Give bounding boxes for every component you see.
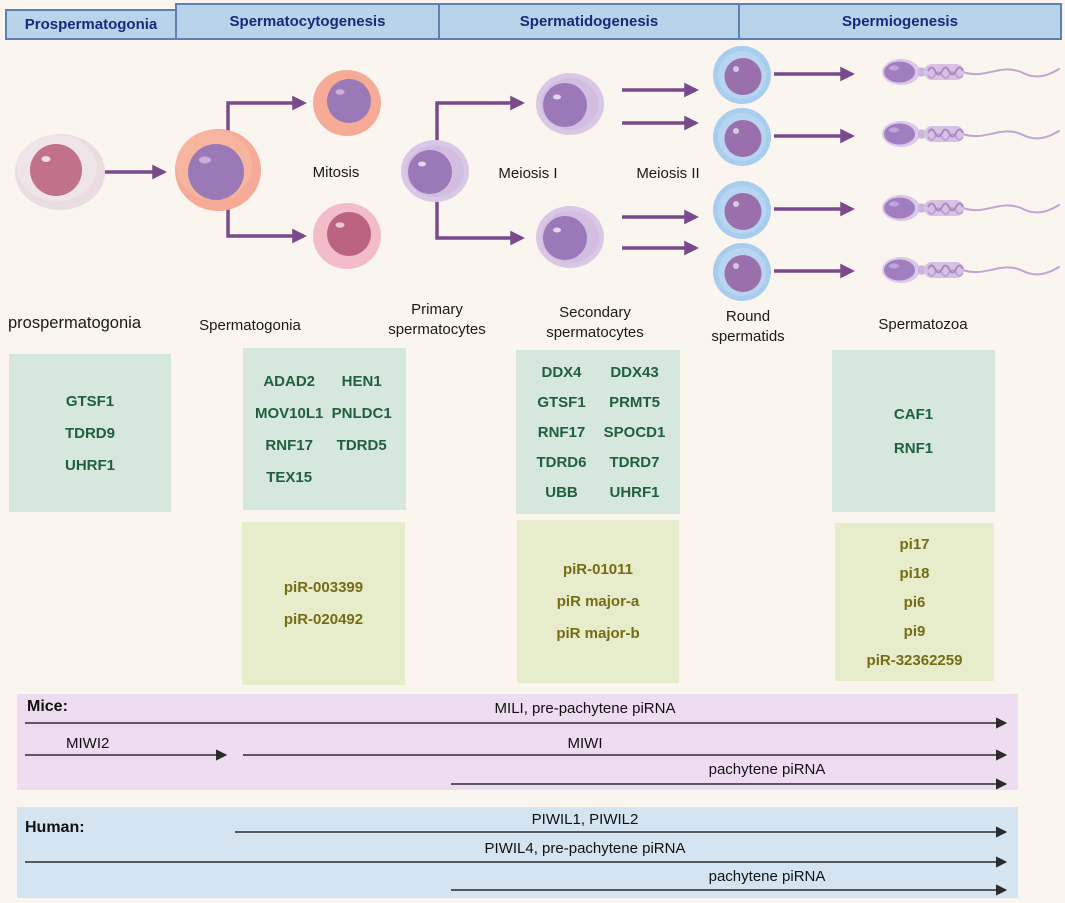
gene-item: CAF1 xyxy=(893,405,934,423)
gene-item: RNF1 xyxy=(893,439,934,457)
label-secondary-line2: spermatocytes xyxy=(546,323,644,341)
label-round-line2: spermatids xyxy=(711,327,785,345)
gene-item: UHRF1 xyxy=(609,483,660,501)
label-spermatozoa: Spermatozoa xyxy=(853,315,993,335)
gene-item: TDRD6 xyxy=(536,453,587,471)
miwi-track-label: MIWI xyxy=(567,735,603,752)
label-spermatogonia-text: Spermatogonia xyxy=(199,317,301,334)
label-primary-line2: spermatocytes xyxy=(388,320,486,338)
primary-spermatocyte-cell xyxy=(401,140,469,202)
pirna-item: piR major-b xyxy=(556,625,640,642)
gene-item: MOV10L1 xyxy=(255,404,324,422)
gene-item: RNF17 xyxy=(265,436,313,454)
sperm-cell-2 xyxy=(881,120,1060,148)
gene-item: TDRD9 xyxy=(64,424,115,442)
human-timeline-panel: Human: PIWIL1, PIWIL2 PIWIL4, pre-pachyt… xyxy=(17,807,1018,898)
stage-header-spermatocytogenesis: Spermatocytogenesis xyxy=(175,3,440,40)
gene-item: DDX4 xyxy=(541,363,582,381)
mice-pachytene-track-label: pachytene piRNA xyxy=(708,761,826,778)
sperm-cell-3 xyxy=(881,194,1060,222)
gene-item: PNLDC1 xyxy=(331,404,392,422)
piwil4-track-label: PIWIL4, pre-pachytene piRNA xyxy=(484,840,686,857)
gene-item: UHRF1 xyxy=(64,456,115,474)
gene-item: RNF17 xyxy=(537,423,586,441)
round-spermatid-3 xyxy=(713,181,771,239)
mitosis-label: Mitosis xyxy=(312,164,360,181)
pirna-box-spermatozoa: pi17 pi18 pi6 pi9 piR-32362259 xyxy=(835,523,994,681)
gene-item: TDRD5 xyxy=(336,436,387,454)
pirna-item: piR-32362259 xyxy=(866,651,963,669)
gene-box-prospermatogonia: GTSF1 TDRD9 UHRF1 xyxy=(9,354,171,512)
stage-header-spermatidogenesis: Spermatidogenesis xyxy=(438,3,740,40)
round-spermatid-4 xyxy=(713,243,771,301)
spermatogonium-cell xyxy=(175,129,261,211)
prospermatogonium-cell xyxy=(15,134,105,210)
pirna-item: pi17 xyxy=(899,535,930,553)
gene-item: DDX43 xyxy=(610,363,659,381)
label-round-spermatids: Round spermatids xyxy=(688,307,808,347)
pirna-item: piR-003399 xyxy=(283,579,364,596)
arrow-mitosis-up xyxy=(226,95,307,168)
pirna-item: piR-020492 xyxy=(283,611,364,628)
pirna-item: piR-01011 xyxy=(562,561,634,578)
pirna-box-spermatogonia: piR-003399 piR-020492 xyxy=(242,522,405,685)
gene-box-spermatozoa: CAF1 RNF1 xyxy=(832,350,995,512)
pirna-item: pi18 xyxy=(899,564,930,582)
stage-header-spermiogenesis: Spermiogenesis xyxy=(738,3,1062,40)
label-prospermatogonia-text: prospermatogonia xyxy=(8,314,141,332)
gene-item: SPOCD1 xyxy=(603,423,666,441)
mice-title: Mice: xyxy=(27,698,68,715)
label-primary-line1: Primary xyxy=(411,301,463,318)
label-secondary-spermatocytes: Secondary spermatocytes xyxy=(518,303,672,343)
gene-item: GTSF1 xyxy=(65,392,115,410)
sperm-cell-4 xyxy=(881,256,1060,284)
spermatogonium-daughter-top xyxy=(313,70,381,136)
gene-box-spermatogonia: ADAD2 HEN1 MOV10L1 PNLDC1 RNF17 TDRD5 TE… xyxy=(243,348,406,510)
spermatogonium-daughter-bottom xyxy=(313,203,381,269)
lineage-arrows xyxy=(104,66,855,279)
piwil1-piwil2-track-label: PIWIL1, PIWIL2 xyxy=(531,811,639,828)
gene-item: TEX15 xyxy=(266,468,313,486)
pirna-item: pi6 xyxy=(903,593,926,611)
label-round-line1: Round xyxy=(725,308,771,325)
mice-timeline-panel: Mice: MILI, pre-pachytene piRNA MIWI2 MI… xyxy=(17,694,1018,790)
round-spermatid-1 xyxy=(713,46,771,104)
gene-item: HEN1 xyxy=(341,372,382,390)
label-secondary-line1: Secondary xyxy=(559,304,631,321)
gene-item: TDRD7 xyxy=(609,453,660,471)
label-spermatozoa-text: Spermatozoa xyxy=(878,316,968,333)
gene-item: GTSF1 xyxy=(537,393,586,411)
meiosis-2-label: Meiosis II xyxy=(636,165,700,182)
label-primary-spermatocytes: Primary spermatocytes xyxy=(362,300,512,340)
pirna-box-secondary-spermatocytes: piR-01011 piR major-a piR major-b xyxy=(517,520,679,683)
pirna-item: pi9 xyxy=(903,622,926,640)
miwi2-track-label: MIWI2 xyxy=(66,735,110,752)
gene-item: PRMT5 xyxy=(609,393,660,411)
gene-item: UBB xyxy=(545,483,578,501)
arrow-meiosis1-down xyxy=(435,176,525,246)
sperm-cell-1 xyxy=(881,58,1060,86)
arrow-mitosis-down xyxy=(226,176,307,244)
gene-item: ADAD2 xyxy=(263,372,316,390)
stage-header-prospermatogonia: Prospermatogonia xyxy=(5,9,177,40)
round-spermatid-2 xyxy=(713,108,771,166)
label-prospermatogonia: prospermatogonia xyxy=(8,313,178,335)
pirna-item: piR major-a xyxy=(556,593,640,610)
secondary-spermatocyte-cell-top xyxy=(536,73,604,135)
meiosis-1-label: Meiosis I xyxy=(498,165,558,182)
gene-box-secondary-spermatocytes: DDX4 DDX43 GTSF1 PRMT5 RNF17 SPOCD1 TDRD… xyxy=(516,350,680,514)
label-spermatogonia: Spermatogonia xyxy=(180,316,320,336)
human-pachytene-track-label: pachytene piRNA xyxy=(708,868,826,885)
secondary-spermatocyte-cell-bottom xyxy=(536,206,604,268)
arrow-meiosis1-up xyxy=(435,95,525,168)
human-title: Human: xyxy=(25,819,85,836)
mili-track-label: MILI, pre-pachytene piRNA xyxy=(494,700,676,717)
